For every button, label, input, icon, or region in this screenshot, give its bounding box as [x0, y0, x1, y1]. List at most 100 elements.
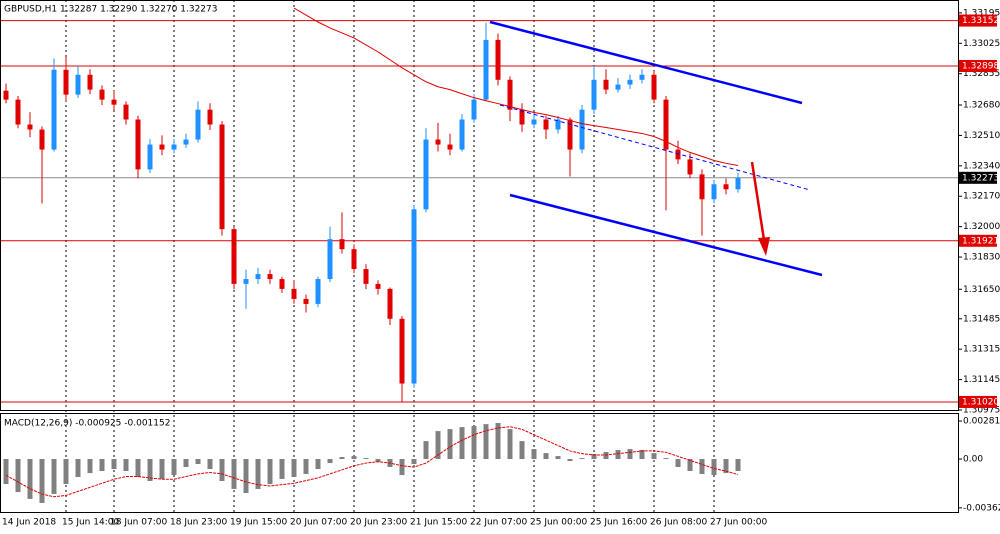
candle-body	[435, 139, 441, 145]
candle-body	[183, 139, 189, 145]
macd-bar	[219, 459, 225, 481]
candle-body	[627, 79, 633, 85]
macd-bar	[279, 459, 285, 479]
candle-body	[27, 124, 33, 130]
last-price-label: 1.32273	[962, 173, 999, 183]
macd-bar	[447, 429, 453, 460]
channel-mid	[499, 104, 811, 191]
macd-bar	[495, 423, 501, 460]
x-tick-label: 20 Jun 23:00	[350, 518, 407, 528]
candle-body	[711, 184, 717, 200]
macd-bar	[63, 459, 69, 484]
candle-body	[303, 298, 309, 304]
candle-body	[291, 288, 297, 299]
macd-bar	[351, 456, 357, 460]
macd-bar	[255, 459, 261, 489]
candle-body	[63, 69, 69, 95]
macd-bar	[615, 449, 621, 460]
macd-bar	[111, 459, 117, 469]
level-tag	[959, 234, 997, 247]
candle-body	[255, 274, 261, 280]
candle-body	[363, 269, 369, 284]
candle-body	[639, 74, 645, 80]
candle-body	[447, 144, 453, 150]
candle-body	[399, 318, 405, 384]
macd-bar	[627, 449, 633, 460]
y-tick-label: -0.00362	[963, 503, 1000, 513]
candle-body	[123, 104, 129, 120]
candle-body	[507, 79, 513, 110]
candle-body	[723, 184, 729, 190]
level-label: 1.32898	[962, 62, 999, 72]
y-tick-label: 1.31315	[963, 345, 1000, 355]
macd-bar	[555, 456, 561, 460]
candle-body	[339, 239, 345, 250]
y-tick-label: 1.33195	[963, 8, 1000, 18]
x-tick-label: 21 Jun 15:00	[410, 518, 467, 528]
last-price-tag	[959, 171, 997, 184]
y-tick-label: 1.31145	[963, 375, 1000, 385]
y-tick-label: 1.31830	[963, 253, 1000, 263]
x-tick-label: 14 Jun 2018	[2, 518, 56, 528]
macd-bar	[291, 459, 297, 477]
macd-bar	[699, 459, 705, 474]
macd-frame	[0, 413, 959, 513]
candle-body	[3, 90, 9, 100]
candle-body	[411, 209, 417, 384]
candle-body	[375, 283, 381, 289]
y-tick-label: 1.32855	[963, 69, 1000, 79]
macd-bar	[51, 459, 57, 494]
macd-bar	[663, 458, 669, 460]
candle-body	[243, 279, 249, 284]
candle-body	[663, 99, 669, 150]
candle-body	[279, 279, 285, 289]
macd-bar	[687, 459, 693, 472]
candle-body	[555, 119, 561, 130]
candle-body	[387, 288, 393, 319]
y-tick-label: 0.002817	[963, 417, 1000, 427]
macd-bar	[339, 457, 345, 460]
main-frame	[0, 0, 959, 411]
candle-body	[159, 144, 165, 150]
candle-body	[315, 279, 321, 304]
macd-bar	[459, 427, 465, 460]
x-tick-label: 18 Jun 07:00	[110, 518, 167, 528]
candle-body	[699, 174, 705, 200]
channel-lower	[509, 193, 823, 277]
level-label: 1.33152	[962, 16, 999, 26]
candle-body	[171, 144, 177, 150]
macd-bar	[183, 459, 189, 467]
channel-upper	[489, 20, 803, 105]
macd-title: MACD(12,26,9) -0.000925 -0.001152	[4, 419, 170, 429]
grid	[0, 0, 958, 512]
macd-bar	[591, 454, 597, 460]
macd-bar	[423, 441, 429, 460]
x-tick-label: 15 Jun 14:00	[62, 518, 119, 528]
macd-bar	[651, 453, 657, 460]
y-tick-label: 1.32680	[963, 101, 1000, 111]
macd-bar	[507, 429, 513, 460]
candle-body	[351, 249, 357, 270]
macd-bar	[231, 459, 237, 489]
candle-body	[207, 109, 213, 125]
macd-bar	[99, 459, 105, 472]
macd-bar	[567, 459, 573, 462]
candle-body	[195, 109, 201, 140]
macd-bar	[267, 459, 273, 484]
macd-bar	[435, 431, 441, 460]
candle-body	[87, 74, 93, 90]
candle-body	[615, 84, 621, 90]
candle-body	[579, 109, 585, 150]
candle-body	[111, 99, 117, 105]
macd-bar	[27, 459, 33, 499]
candle-body	[231, 229, 237, 284]
macd-bar	[471, 425, 477, 460]
macd-bar	[543, 453, 549, 460]
candle-body	[519, 109, 525, 125]
macd-bar	[723, 459, 729, 474]
level-label: 1.31020	[962, 397, 999, 407]
marks	[3, 7, 741, 503]
arrow-head	[758, 237, 770, 256]
